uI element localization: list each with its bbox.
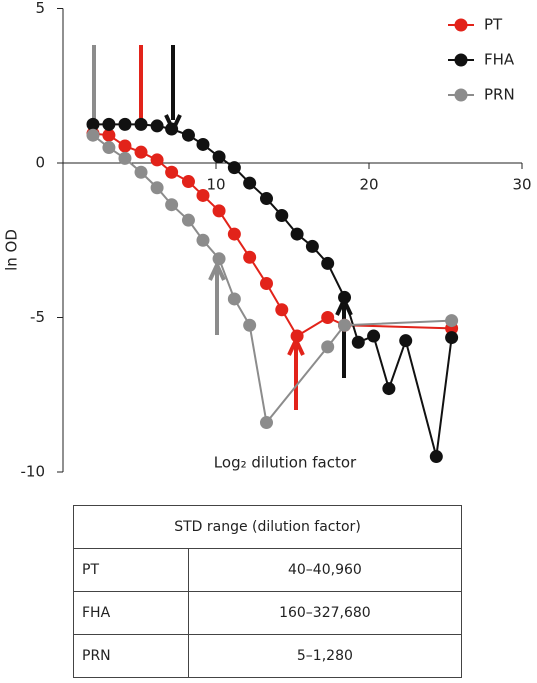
point (118, 151, 132, 165)
point (243, 318, 257, 332)
point (382, 382, 396, 396)
point (351, 335, 365, 349)
point (212, 204, 226, 218)
point (429, 450, 443, 464)
point (227, 292, 241, 306)
point (290, 329, 304, 343)
cell: 40–40,960 (187, 548, 463, 592)
point (259, 192, 273, 206)
point (445, 314, 459, 328)
chart: Log₂ dilution factor ln OD 5 0 -5 -10 10 20 30… (3, 0, 532, 481)
point (399, 334, 413, 348)
point (275, 209, 289, 223)
point (259, 277, 273, 291)
point (150, 119, 164, 133)
point (102, 128, 116, 142)
point (305, 239, 319, 253)
cell: FHA (73, 591, 189, 635)
cell: 160–327,680 (187, 591, 463, 635)
series-line (92, 134, 452, 425)
arrow-head (208, 260, 226, 281)
cell: 5–1,280 (187, 634, 463, 678)
point (165, 165, 179, 179)
point (212, 150, 226, 164)
cell: PRN (73, 634, 189, 678)
point (445, 331, 459, 345)
y-tick-label: -5 (30, 308, 45, 326)
point (165, 122, 179, 136)
point (181, 128, 195, 142)
table: STD range (dilution factor) PT 40–40,960 … (73, 505, 463, 678)
table-header: STD range (dilution factor) (73, 505, 462, 549)
point (227, 227, 241, 241)
point (181, 175, 195, 189)
x-tick-label: 20 (359, 176, 378, 194)
point (134, 117, 148, 131)
point (102, 141, 116, 155)
arrows (92, 45, 353, 410)
point (290, 227, 304, 241)
point (275, 303, 289, 317)
point (102, 117, 116, 131)
point (321, 311, 335, 324)
point (118, 117, 132, 131)
point (243, 250, 257, 264)
point (338, 318, 352, 332)
point (259, 416, 273, 430)
point (227, 161, 241, 175)
x-tick-label: 30 (512, 176, 531, 194)
legend-marker (454, 53, 468, 67)
point (181, 213, 195, 227)
y-axis-title: ln OD (3, 229, 21, 271)
legend-marker (454, 18, 468, 32)
x-tick-label: 10 (206, 176, 225, 194)
legend-label: PRN (484, 86, 515, 104)
point (86, 128, 100, 142)
point (118, 139, 132, 153)
y-tick-label: -10 (21, 463, 46, 481)
point (196, 188, 210, 202)
point (321, 256, 335, 270)
point (367, 329, 381, 343)
point (86, 117, 100, 131)
y-tick-label: 0 (35, 154, 45, 172)
legend-marker (454, 88, 468, 102)
point (196, 137, 210, 151)
legend-label: PT (484, 16, 503, 34)
point (134, 145, 148, 159)
point (338, 290, 352, 304)
legend-label: FHA (484, 51, 515, 69)
point (243, 176, 257, 190)
point (150, 181, 164, 195)
point (165, 198, 179, 212)
point (196, 233, 210, 247)
series-line (92, 132, 452, 338)
x-axis-title: Log₂ dilution factor (214, 454, 357, 472)
cell: PT (73, 548, 189, 592)
point (134, 165, 148, 179)
point (150, 153, 164, 167)
y-tick-label: 5 (35, 0, 45, 17)
point (321, 340, 335, 354)
point (212, 252, 226, 266)
